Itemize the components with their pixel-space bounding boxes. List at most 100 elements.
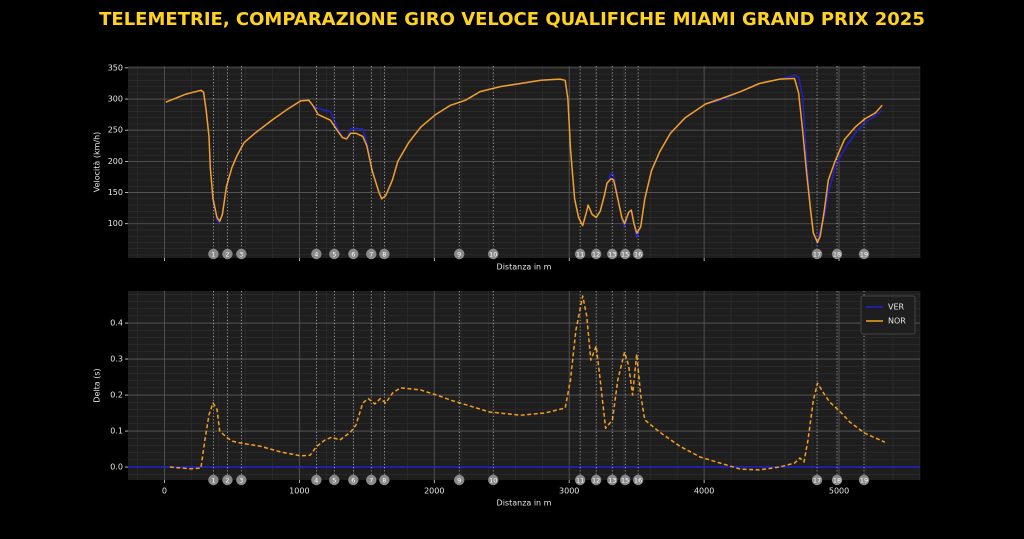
corner-marker xyxy=(831,248,843,260)
x-axis-label: Distanza in m xyxy=(497,263,552,272)
corner-marker xyxy=(607,474,618,486)
plot-area xyxy=(128,291,920,480)
y-tick-label: 0.0 xyxy=(110,463,123,472)
corner-label: 18 xyxy=(833,477,841,485)
corner-label: 3 xyxy=(239,477,243,485)
corner-label: 16 xyxy=(634,251,642,259)
y-axis-label: Velocità (km/h) xyxy=(93,132,102,193)
y-axis-label: Delta (s) xyxy=(93,368,102,402)
x-axis-label: Distanza in m xyxy=(497,499,552,508)
corner-label: 8 xyxy=(382,251,386,259)
corner-label: 15 xyxy=(621,477,629,485)
x-tick-label: 0 xyxy=(162,487,167,496)
corner-label: 17 xyxy=(813,251,821,259)
corner-label: 13 xyxy=(608,251,616,259)
corner-marker xyxy=(574,474,586,486)
corner-marker xyxy=(222,474,233,486)
corner-marker xyxy=(619,248,631,260)
legend-label: VER xyxy=(888,303,905,312)
corner-marker xyxy=(329,474,340,486)
corner-label: 10 xyxy=(489,251,497,259)
corner-marker xyxy=(831,474,843,486)
corner-label: 8 xyxy=(382,477,386,485)
corner-marker xyxy=(236,248,247,260)
corner-label: 19 xyxy=(860,251,868,259)
corner-label: 9 xyxy=(457,477,461,485)
corner-label: 4 xyxy=(314,477,318,485)
corner-marker xyxy=(590,474,602,486)
y-tick-label: 0.1 xyxy=(110,427,123,436)
corner-marker xyxy=(311,474,322,486)
series-line xyxy=(165,77,883,244)
legend-label: NOR xyxy=(888,317,906,326)
corner-label: 11 xyxy=(576,477,584,485)
corner-marker xyxy=(811,248,823,260)
corner-marker xyxy=(619,474,631,486)
corner-marker xyxy=(236,474,247,486)
series-group xyxy=(128,295,920,471)
corner-marker xyxy=(366,474,377,486)
corner-label: 18 xyxy=(833,251,841,259)
corner-marker xyxy=(379,248,390,260)
x-tick-label: 4000 xyxy=(694,487,714,496)
plot-area xyxy=(128,66,920,258)
corner-label: 7 xyxy=(369,477,373,485)
corner-marker xyxy=(366,248,377,260)
y-tick-label: 0.3 xyxy=(110,355,123,364)
x-tick-label: 5000 xyxy=(829,487,849,496)
corner-marker xyxy=(858,474,870,486)
corner-marker xyxy=(858,248,870,260)
corner-label: 12 xyxy=(592,477,600,485)
corner-label: 11 xyxy=(576,251,584,259)
legend-box xyxy=(860,295,916,335)
y-tick-label: 250 xyxy=(108,126,123,135)
corner-label: 9 xyxy=(457,251,461,259)
x-tick-label: 1000 xyxy=(289,487,309,496)
corner-label: 10 xyxy=(489,477,497,485)
corner-label: 2 xyxy=(225,477,229,485)
corner-label: 13 xyxy=(608,477,616,485)
figure-title: TELEMETRIE, COMPARAZIONE GIRO VELOCE QUA… xyxy=(99,9,925,30)
corner-marker xyxy=(454,248,465,260)
corner-label: 17 xyxy=(813,477,821,485)
corner-marker xyxy=(488,248,499,260)
corner-label: 2 xyxy=(225,251,229,259)
corner-label: 1 xyxy=(211,477,215,485)
corner-marker xyxy=(222,248,233,260)
corner-label: 6 xyxy=(351,251,355,259)
corner-label: 19 xyxy=(860,477,868,485)
corner-marker xyxy=(607,248,618,260)
corner-label: 15 xyxy=(621,251,629,259)
corner-marker xyxy=(379,474,390,486)
corner-marker xyxy=(632,474,644,486)
series-group xyxy=(165,74,883,245)
corner-label: 16 xyxy=(634,477,642,485)
corner-label: 6 xyxy=(351,477,355,485)
corner-label: 4 xyxy=(314,251,318,259)
y-tick-label: 300 xyxy=(108,95,123,104)
corner-label: 12 xyxy=(592,251,600,259)
y-tick-label: 0.2 xyxy=(110,391,123,400)
y-tick-label: 100 xyxy=(108,219,123,228)
y-tick-label: 0.4 xyxy=(110,319,123,328)
corner-marker xyxy=(454,474,465,486)
series-line xyxy=(169,295,886,471)
corner-marker xyxy=(311,248,322,260)
x-tick-label: 3000 xyxy=(559,487,579,496)
x-tick-label: 2000 xyxy=(424,487,444,496)
corner-marker xyxy=(590,248,602,260)
corner-marker xyxy=(574,248,586,260)
corner-marker xyxy=(811,474,823,486)
corner-label: 3 xyxy=(239,251,243,259)
corner-marker xyxy=(348,248,359,260)
y-tick-label: 200 xyxy=(108,157,123,166)
corner-marker xyxy=(208,248,219,260)
corner-label: 5 xyxy=(332,251,336,259)
corner-label: 5 xyxy=(332,477,336,485)
corner-marker xyxy=(348,474,359,486)
corner-label: 7 xyxy=(369,251,373,259)
corner-marker xyxy=(488,474,499,486)
y-tick-label: 150 xyxy=(108,188,123,197)
